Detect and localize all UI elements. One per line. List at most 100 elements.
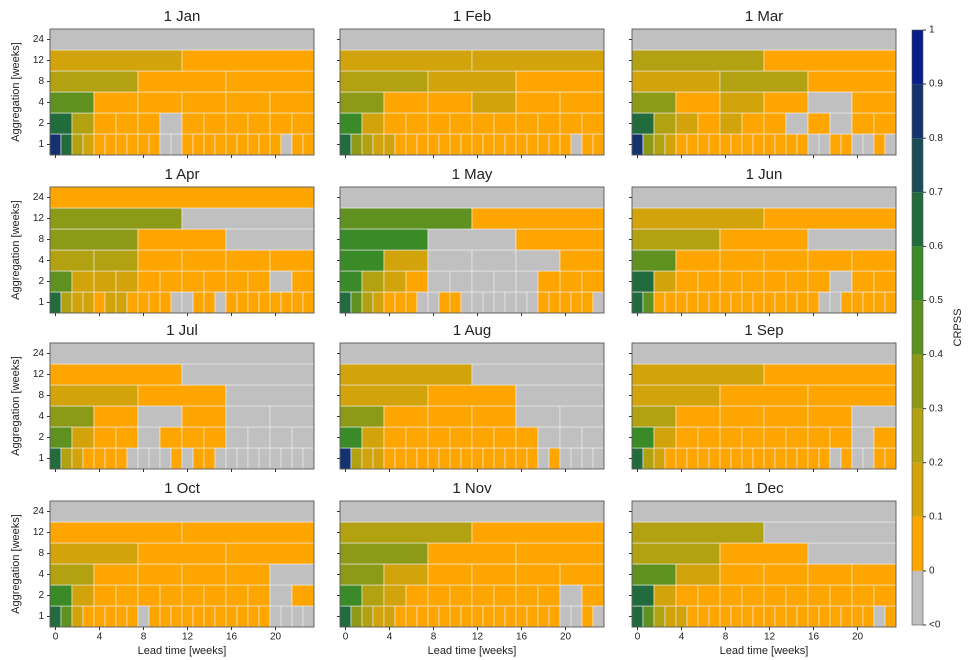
heat-cell	[697, 426, 721, 449]
heat-cell	[372, 447, 385, 470]
heat-cell	[730, 291, 743, 314]
heat-cell	[339, 112, 363, 135]
heat-cell	[675, 426, 699, 449]
y-tick-label: 1	[38, 297, 44, 308]
heat-cell	[884, 605, 897, 628]
heat-cell	[504, 447, 517, 470]
heat-cell	[60, 447, 73, 470]
heat-cell	[515, 112, 539, 135]
heat-cell	[631, 342, 897, 365]
heat-cell	[873, 291, 886, 314]
heat-cell	[741, 447, 754, 470]
colorbar-segment	[912, 462, 923, 517]
heat-cell	[851, 447, 864, 470]
heat-cell	[383, 605, 396, 628]
colorbar-tick-label: 0.3	[929, 403, 943, 414]
heat-cell	[126, 133, 139, 156]
panel-title: 1 May	[452, 166, 493, 183]
heat-cell	[339, 70, 429, 93]
heat-cell	[339, 384, 429, 407]
heat-cell	[763, 405, 809, 428]
heat-cell	[427, 270, 451, 293]
heat-cell	[807, 133, 820, 156]
heat-cell	[104, 605, 117, 628]
heat-cell	[269, 133, 282, 156]
heat-cell	[675, 270, 699, 293]
heat-cell	[225, 291, 238, 314]
heat-cell	[719, 447, 732, 470]
heat-cell	[427, 405, 473, 428]
heat-cell	[115, 447, 128, 470]
panel-title: 1 Apr	[164, 166, 199, 183]
heat-cell	[719, 270, 743, 293]
heat-cell	[247, 426, 271, 449]
heat-cell	[214, 133, 227, 156]
heat-cell	[181, 447, 194, 470]
heat-cell	[339, 405, 385, 428]
y-tick-label: 4	[38, 97, 44, 108]
heat-cell	[851, 291, 864, 314]
heat-cell	[559, 112, 583, 135]
heat-cell	[653, 584, 677, 607]
heat-cell	[675, 605, 688, 628]
heat-cell	[383, 249, 429, 272]
heat-cell	[49, 28, 315, 51]
heat-cell	[763, 447, 776, 470]
heat-cell	[247, 291, 260, 314]
heat-cell	[570, 605, 583, 628]
heat-cell	[291, 584, 315, 607]
heat-cell	[752, 291, 765, 314]
heat-cell	[807, 291, 820, 314]
panel-title: 1 Oct	[164, 480, 201, 497]
heat-cell	[438, 447, 451, 470]
heat-cell	[372, 605, 385, 628]
y-tick-label: 2	[38, 118, 44, 129]
colorbar-segment	[912, 300, 923, 355]
heat-cell	[741, 291, 754, 314]
heat-cell	[361, 112, 385, 135]
heat-cell	[405, 112, 429, 135]
heat-cell	[269, 112, 293, 135]
heat-cell	[829, 291, 842, 314]
x-tick-label: 16	[226, 632, 238, 643]
heat-cell	[686, 291, 699, 314]
heat-cell	[427, 584, 451, 607]
heat-cell	[93, 447, 106, 470]
heat-cell	[471, 112, 495, 135]
heat-cell	[862, 291, 875, 314]
heat-cell	[763, 91, 809, 114]
heat-cell	[851, 584, 875, 607]
heat-cell	[708, 291, 721, 314]
heat-cell	[225, 270, 249, 293]
heat-cell	[159, 584, 183, 607]
heat-cell	[763, 249, 809, 272]
heat-cell	[214, 605, 227, 628]
heat-cell	[631, 70, 721, 93]
heat-cell	[807, 605, 820, 628]
heat-cell	[148, 447, 161, 470]
heat-cell	[137, 228, 227, 251]
heat-cell	[350, 291, 363, 314]
heat-cell	[818, 291, 831, 314]
heat-cell	[719, 584, 743, 607]
heat-cell	[686, 447, 699, 470]
heat-cell	[159, 447, 172, 470]
heat-cell	[383, 133, 396, 156]
heat-cell	[719, 133, 732, 156]
heat-cell	[137, 249, 183, 272]
x-tick-label: 4	[387, 632, 393, 643]
heat-cell	[247, 605, 260, 628]
heat-cell	[372, 291, 385, 314]
heat-cell	[247, 447, 260, 470]
heat-cell	[471, 133, 484, 156]
panel-frame	[49, 342, 315, 470]
heat-cell	[302, 291, 315, 314]
heat-cell	[664, 605, 677, 628]
heat-cell	[236, 133, 249, 156]
heat-cell	[884, 447, 897, 470]
colorbar-tick-label: 0.5	[929, 295, 943, 306]
panel-frame	[631, 500, 897, 628]
heat-cell	[361, 447, 374, 470]
heat-cell	[302, 447, 315, 470]
heat-cell	[247, 133, 260, 156]
